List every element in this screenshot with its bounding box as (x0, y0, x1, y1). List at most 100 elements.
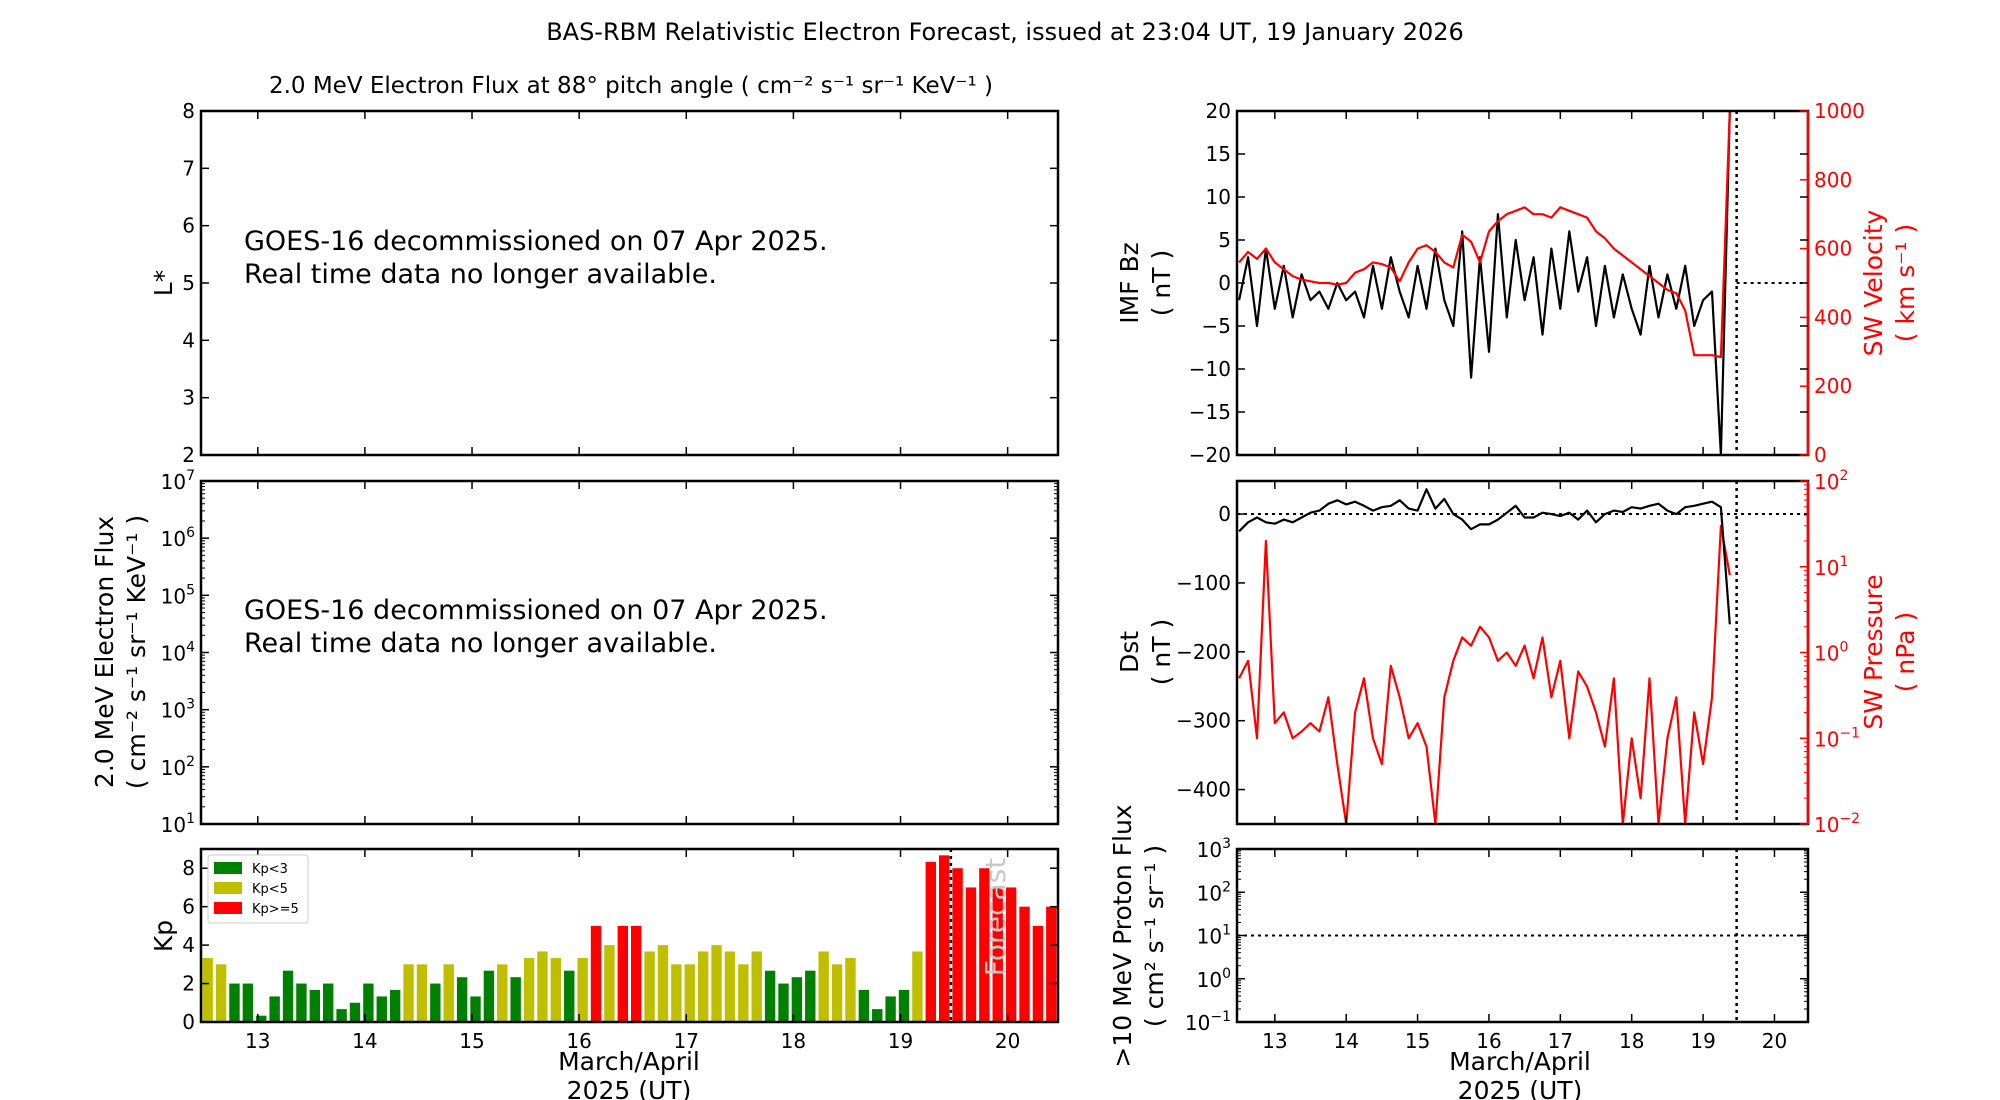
notice-line1-mid: GOES-16 decommissioned on 07 Apr 2025. (244, 595, 828, 626)
dst-axis-label: ( nT ) (1147, 619, 1176, 686)
kp-bar (684, 964, 695, 1022)
y-tick-label: 6 (182, 895, 195, 919)
y-tick-label: 102 (161, 754, 195, 780)
kp-bar (202, 957, 213, 1022)
y-tick-label: 101 (1197, 923, 1231, 949)
x-tick-label: 18 (781, 1029, 806, 1053)
notice-line2-top: Real time data no longer available. (244, 259, 717, 290)
kp-bar (631, 925, 642, 1022)
kp-bar (1032, 925, 1044, 1022)
imf-bz-axis-label: ( nT ) (1147, 250, 1176, 317)
kp-bar (657, 945, 669, 1022)
kp-bar (724, 951, 736, 1022)
y-tick-label: −5 (1202, 314, 1231, 338)
kp-bar (483, 970, 495, 1022)
kp-bar (845, 957, 856, 1022)
kp-axis-label: Kp (149, 920, 178, 952)
imf-bz-axis-label: IMF Bz (1115, 242, 1144, 324)
kp-bar (229, 983, 240, 1022)
y-tick-label: 10 (1206, 185, 1231, 209)
xlabel-left-line1: March/April (558, 1047, 700, 1076)
kp-bar (925, 861, 936, 1022)
y-tick-label: 15 (1206, 142, 1231, 166)
kp-bar (805, 970, 816, 1022)
legend-label: Kp>=5 (252, 902, 299, 917)
kp-bar (403, 964, 414, 1022)
kp-bar (296, 983, 307, 1022)
kp-bar (938, 855, 950, 1022)
kp-legend: Kp<3 Kp<5 Kp>=5 (207, 854, 309, 924)
legend-label: Kp<5 (252, 882, 288, 897)
kp-bar (671, 964, 682, 1022)
y-tick-label: 6 (182, 214, 195, 238)
kp-bar (470, 996, 481, 1022)
y-tick-label: 8 (182, 99, 195, 123)
kp-bar (430, 983, 441, 1022)
kp-bar (323, 983, 334, 1022)
kp-bar (831, 964, 843, 1022)
y-tick-label: 107 (161, 468, 195, 494)
kp-bar (456, 977, 468, 1022)
kp-bar (550, 957, 562, 1022)
y-tick-label: 104 (161, 640, 195, 666)
y-tick-label: 20 (1206, 99, 1231, 123)
y-tick-label: 100 (1197, 966, 1231, 992)
sw-pressure-axis-label: ( nPa ) (1891, 612, 1920, 693)
lstar-panel: 2 3 4 5 6 7 8 (182, 99, 1060, 467)
kp-bar (818, 951, 829, 1022)
lstar-axis-label: L* (149, 270, 178, 296)
kp-bar (965, 887, 977, 1022)
kp-bar (885, 996, 896, 1022)
kp-bar (992, 887, 1003, 1022)
x-tick-label: 18 (1619, 1029, 1644, 1053)
y-tick-label: 102 (1814, 468, 1848, 494)
x-tick-label: 15 (459, 1029, 484, 1053)
y-tick-label: 3 (182, 386, 195, 410)
proton-flux-axis-label: ( cm² s⁻¹ sr⁻¹ ) (1140, 845, 1169, 1027)
y-tick-label: 103 (1197, 836, 1231, 862)
kp-bar (764, 970, 776, 1022)
kp-bar (215, 964, 227, 1022)
dst-axis-label: Dst (1115, 631, 1144, 673)
y-tick-label: −100 (1176, 571, 1231, 595)
x-tick-label: 14 (1333, 1029, 1358, 1053)
kp-bar (363, 983, 374, 1022)
proton-flux-axis-label: >10 MeV Proton Flux (1108, 804, 1137, 1067)
forecast-label: Forecast (979, 858, 1012, 977)
y-tick-label: 0 (182, 1010, 195, 1034)
y-tick-label: 5 (1218, 228, 1231, 252)
x-tick-label: 14 (352, 1029, 377, 1053)
y-tick-label: 2 (182, 972, 195, 996)
proton-panel: 13 14 15 16 17 18 19 20 10−1 100 101 102 103 (1185, 836, 1810, 1053)
y2-tick-label: 600 (1814, 237, 1852, 261)
y2-tick-label: 400 (1814, 305, 1852, 329)
y-tick-label: 0 (1218, 502, 1231, 526)
legend-swatch (214, 882, 242, 894)
xlabel-right-line1: March/April (1449, 1047, 1591, 1076)
dst-line (1238, 488, 1731, 625)
dst-panel: −400 −300 −200 −100 0 10−2 10−1 100 101 102 (1176, 468, 1860, 837)
y-tick-label: −400 (1176, 778, 1231, 802)
kp-bar (269, 996, 280, 1022)
sw-velocity-line (1238, 110, 1731, 359)
legend-swatch (214, 862, 242, 874)
x-tick-label: 19 (1690, 1029, 1715, 1053)
x-tick-label: 19 (888, 1029, 913, 1053)
electron-flux-axis-label: 2.0 MeV Electron Flux (90, 516, 119, 788)
x-tick-label: 17 (674, 1029, 699, 1053)
y-tick-label: 106 (161, 525, 195, 551)
kp-bar (791, 977, 803, 1022)
x-tick-label: 15 (1405, 1029, 1430, 1053)
sw-velocity-axis-label: ( km s⁻¹ ) (1891, 224, 1920, 342)
kp-bar (952, 868, 963, 1022)
y-tick-label: −10 (1189, 357, 1231, 381)
y2-tick-label: 800 (1814, 168, 1852, 192)
xlabel-right-line2: 2025 (UT) (1458, 1076, 1583, 1100)
xlabel-left-line2: 2025 (UT) (567, 1076, 692, 1100)
y-tick-label: −15 (1189, 400, 1231, 424)
y-tick-label: 0 (1218, 271, 1231, 295)
kp-bar (376, 996, 387, 1022)
kp-bar (443, 964, 454, 1022)
